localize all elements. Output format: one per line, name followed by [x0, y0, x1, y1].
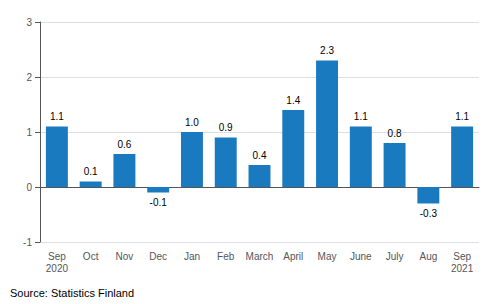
svg-text:3: 3	[26, 17, 32, 28]
svg-text:0: 0	[26, 182, 32, 193]
svg-text:-0.1: -0.1	[150, 197, 168, 208]
svg-text:2021: 2021	[451, 263, 474, 274]
svg-text:2: 2	[26, 72, 32, 83]
svg-text:0.6: 0.6	[117, 139, 131, 150]
svg-text:Sep: Sep	[48, 251, 66, 262]
svg-text:1: 1	[26, 127, 32, 138]
svg-text:Aug: Aug	[419, 251, 437, 262]
svg-text:0.8: 0.8	[388, 128, 402, 139]
svg-text:Sep: Sep	[453, 251, 471, 262]
svg-text:1.0: 1.0	[185, 117, 199, 128]
svg-text:0.1: 0.1	[84, 166, 98, 177]
svg-text:Nov: Nov	[116, 251, 134, 262]
svg-text:2020: 2020	[46, 263, 69, 274]
svg-text:April: April	[283, 251, 303, 262]
svg-text:1.4: 1.4	[286, 95, 300, 106]
svg-text:June: June	[350, 251, 372, 262]
svg-text:Oct: Oct	[83, 251, 99, 262]
svg-text:2.3: 2.3	[320, 45, 334, 56]
svg-text:1.1: 1.1	[50, 111, 64, 122]
svg-text:May: May	[318, 251, 337, 262]
svg-text:-0.3: -0.3	[420, 208, 438, 219]
svg-text:March: March	[246, 251, 274, 262]
svg-text:Dec: Dec	[149, 251, 167, 262]
svg-text:-1: -1	[23, 237, 32, 248]
svg-text:1.1: 1.1	[455, 111, 469, 122]
svg-text:0.4: 0.4	[253, 150, 267, 161]
svg-text:Feb: Feb	[217, 251, 235, 262]
svg-text:July: July	[386, 251, 404, 262]
svg-text:Jan: Jan	[184, 251, 200, 262]
svg-text:Source: Statistics Finland: Source: Statistics Finland	[10, 287, 134, 299]
svg-text:0.9: 0.9	[219, 122, 233, 133]
svg-text:1.1: 1.1	[354, 111, 368, 122]
